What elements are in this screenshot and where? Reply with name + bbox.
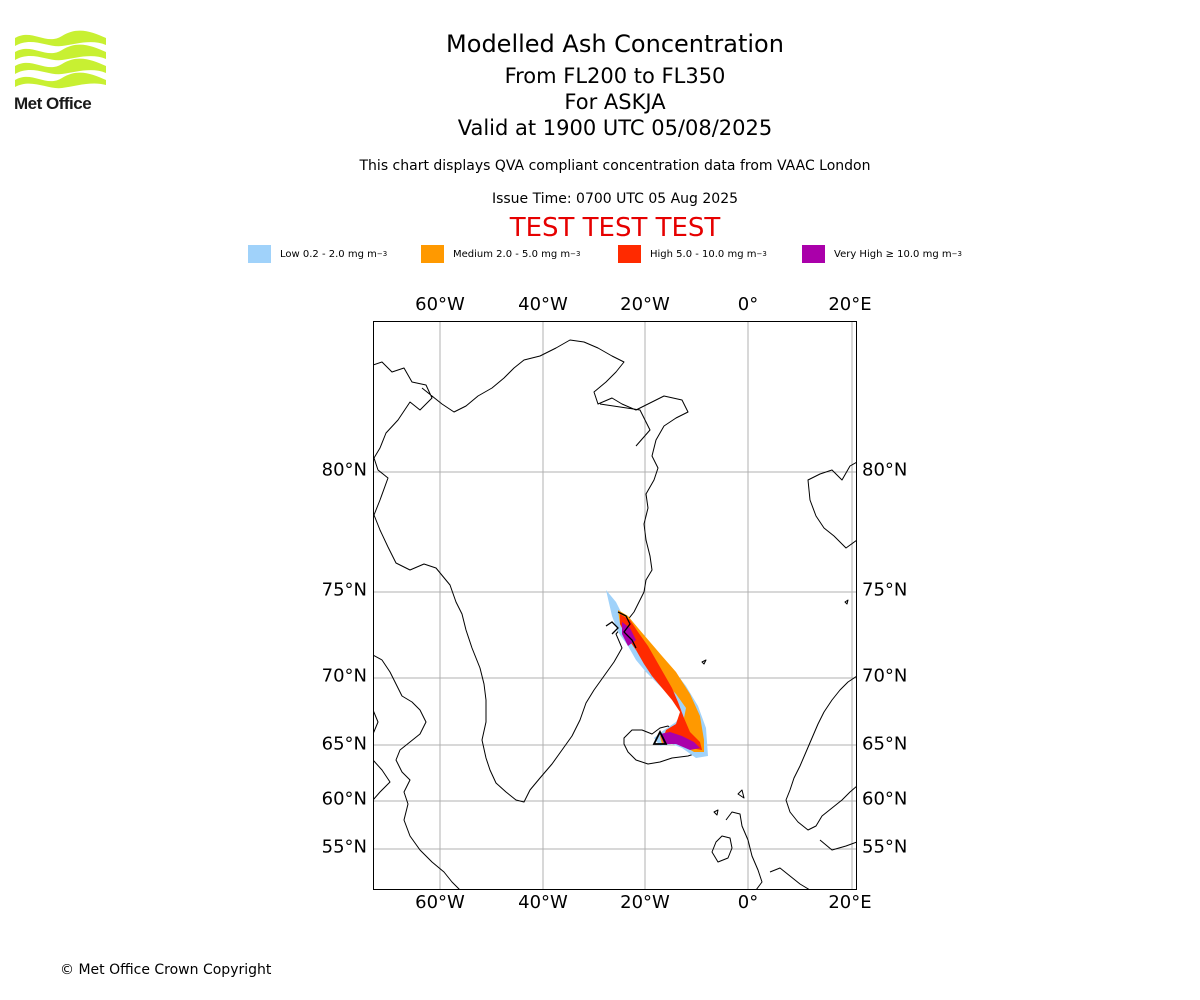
uk-coast: [711, 811, 763, 890]
lat-tick-left-60n: 60°N: [321, 788, 367, 810]
lat-tick-right-65n: 65°N: [862, 733, 908, 755]
svalbard-coast: [807, 461, 857, 549]
logo-text: Met Office: [14, 94, 92, 113]
legend-high-swatch: [618, 245, 641, 263]
ash-high-region: [620, 614, 702, 750]
map-frame: [373, 321, 857, 890]
legend-medium-label: Medium 2.0 - 5.0 mg m: [453, 248, 571, 260]
legend-medium: Medium 2.0 - 5.0 mg m −3: [421, 244, 580, 264]
greenland-coast: [373, 339, 689, 803]
ash-concentration-map: [373, 321, 857, 890]
chart-subtitle: This chart displays QVA compliant concen…: [359, 158, 871, 174]
lat-tick-right-55n: 55°N: [862, 836, 908, 858]
legend-low-exponent: −3: [376, 250, 388, 258]
lat-tick-right-60n: 60°N: [862, 788, 908, 810]
legend-very-high-exponent: −3: [951, 250, 962, 258]
lon-tick-bottom-0: 0°: [737, 892, 759, 913]
legend-very-high-swatch: [802, 245, 825, 263]
legend-low-label: Low 0.2 - 2.0 mg m: [280, 248, 377, 260]
ash-plume: [606, 590, 708, 758]
legend-low: Low 0.2 - 2.0 mg m −3: [248, 244, 387, 264]
lat-tick-left-80n: 80°N: [321, 459, 367, 481]
valid-time: Valid at 1900 UTC 05/08/2025: [457, 116, 773, 140]
legend-high-label: High 5.0 - 10.0 mg m: [650, 248, 757, 260]
volcano-name: For ASKJA: [564, 90, 666, 114]
lon-tick-top-0: 0°: [737, 294, 759, 315]
coastlines: [373, 339, 857, 890]
lat-tick-right-75n: 75°N: [862, 579, 908, 601]
legend-high-exponent: −3: [756, 250, 767, 258]
legend-very-high: Very High ≥ 10.0 mg m −3: [802, 244, 962, 264]
canada-coast: [373, 654, 461, 890]
chart-title: Modelled Ash Concentration: [446, 30, 784, 58]
test-banner: TEST TEST TEST: [509, 213, 721, 243]
legend-very-high-label: Very High ≥ 10.0 mg m: [834, 248, 952, 260]
lon-tick-top-60w: 60°W: [415, 294, 465, 315]
scandinavia-coast: [785, 675, 857, 831]
lon-tick-bottom-20w: 20°W: [620, 892, 670, 913]
map-gridlines: [373, 321, 857, 890]
lon-tick-bottom-20e: 20°E: [828, 892, 872, 913]
volcano-marker-icon: [652, 729, 668, 745]
met-office-logo: Met Office: [14, 30, 109, 114]
lon-tick-top-20w: 20°W: [620, 294, 670, 315]
lat-tick-left-55n: 55°N: [321, 836, 367, 858]
lon-tick-bottom-60w: 60°W: [415, 892, 465, 913]
lat-tick-left-75n: 75°N: [321, 579, 367, 601]
lon-tick-bottom-40w: 40°W: [518, 892, 568, 913]
legend-low-swatch: [248, 245, 271, 263]
legend-medium-exponent: −3: [570, 250, 581, 258]
copyright-notice: © Met Office Crown Copyright: [60, 962, 272, 978]
ash-very-high-region: [622, 622, 700, 750]
lat-tick-right-80n: 80°N: [862, 459, 908, 481]
lon-tick-top-20e: 20°E: [828, 294, 872, 315]
lon-tick-top-40w: 40°W: [518, 294, 568, 315]
met-office-wave-icon: [15, 30, 106, 89]
ash-contours: [605, 611, 637, 649]
flight-level-range: From FL200 to FL350: [504, 64, 726, 88]
legend-medium-swatch: [421, 245, 444, 263]
issue-time: Issue Time: 0700 UTC 05 Aug 2025: [491, 191, 739, 207]
legend-high: High 5.0 - 10.0 mg m −3: [618, 244, 767, 264]
lat-tick-right-70n: 70°N: [862, 665, 908, 687]
lat-tick-left-65n: 65°N: [321, 733, 367, 755]
lat-tick-left-70n: 70°N: [321, 665, 367, 687]
